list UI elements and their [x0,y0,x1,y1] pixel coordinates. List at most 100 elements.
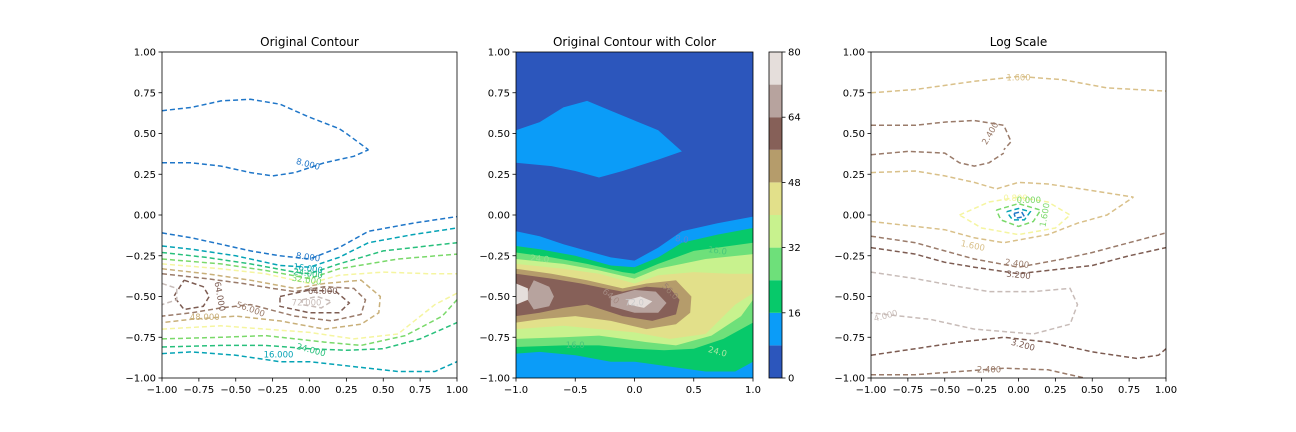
x-tick-label: −0.75 [893,385,924,396]
x-tick-label: 1.00 [446,385,468,396]
contour-line [871,119,1012,151]
colorbar-frame [768,51,783,379]
y-tick-label: −0.25 [834,251,865,262]
x-tick-label: 0.00 [1007,385,1029,396]
contour-line [172,279,211,311]
y-tick-label: 0.50 [843,129,865,140]
contour-line [871,232,1166,268]
contour-label: 2.400 [980,121,1001,147]
y-tick-label: 0.00 [843,211,865,222]
contour-line [162,292,457,340]
x-tick-label: −0.50 [929,385,960,396]
colorbar-tick-label: 32 [788,243,801,254]
x-tick-label: −0.50 [220,385,251,396]
contour-line [871,170,1134,198]
x-tick-label: −0.75 [184,385,215,396]
y-tick-label: −1.00 [834,374,865,385]
panel-title: Log Scale [990,35,1048,49]
x-tick-label: 0.75 [1118,385,1140,396]
x-tick-label: 0.0 [627,385,643,396]
x-tick-label: −1.00 [856,385,887,396]
filled-region [525,280,554,310]
x-tick-label: 0.25 [1044,385,1066,396]
x-tick-label: −0.25 [257,385,288,396]
contour-line [162,98,369,151]
contour-line [871,271,1079,335]
contour-label: 8.000 [295,251,320,264]
contour-label: 1.600 [1006,74,1030,84]
y-tick-label: −0.25 [479,251,510,262]
x-tick-label: −0.25 [966,385,997,396]
plot-frame [161,51,458,379]
contour-line [871,150,1005,167]
contour-label: 72.000 [292,299,322,309]
contour-line [162,299,457,347]
filled-region [516,283,528,305]
contour-panel-original: Original Contour 8.0008.00016.00024.0003… [125,35,468,396]
y-tick-label: 1.00 [488,48,510,59]
colorbar-swatch [769,312,782,346]
contour-label: 24.000 [293,267,324,281]
y-tick-label: 0.75 [843,88,865,99]
contour-label: 4.000 [873,309,899,325]
y-tick-label: 0.50 [488,129,510,140]
contour-line [871,75,1166,94]
contour-label: 1.600 [960,239,986,254]
colorbar-swatch [769,149,782,183]
x-tick-label: 1.00 [1155,385,1177,396]
y-tick-label: 0.00 [134,211,156,222]
y-tick-label: −1.00 [479,374,510,385]
contour-label: 64.000 [308,287,338,297]
y-tick-label: −0.75 [125,333,156,344]
contour-line [162,321,457,352]
contour-line [162,268,382,330]
contour-line [279,289,351,314]
contour-label: 16.000 [293,262,324,276]
contour-line [871,246,1166,275]
colorbar-swatch [769,215,782,248]
contour-line [959,196,1072,236]
contour-line [1006,207,1032,221]
x-tick-label: 1.0 [745,385,761,396]
contour-line [162,149,369,177]
contour-label: 32.000 [291,274,322,288]
contour-label: 1.600 [1039,202,1053,228]
colorbar-tick-label: 48 [788,178,801,189]
colorbar: 0 16 32 48 64 80 [768,48,801,385]
y-tick-label: 0.25 [488,170,510,181]
contour-label: 24.0 [530,254,550,266]
contour-label: 0.800 [1003,194,1027,204]
contour-label: 0.000 [1017,196,1041,206]
y-tick-label: −0.75 [479,333,510,344]
contour-label: 72.0 [625,299,644,309]
y-tick-label: 0.75 [488,88,510,99]
contour-label: 24.0 [707,345,728,360]
colorbar-swatch [769,84,782,118]
y-tick-label: −0.75 [834,333,865,344]
filled-contour-panel: Original Contour with Color 8.0 16.0 24.0 7… [479,35,800,396]
colorbar-swatch [769,117,782,150]
y-tick-label: −0.25 [125,251,156,262]
contour-label: 16.0 [707,245,727,258]
contour-label: 64.000 [212,281,227,312]
x-tick-label: −0.5 [563,385,587,396]
contour-label: 48.000 [190,313,220,323]
colorbar-swatch [769,182,782,215]
contour-line [162,253,457,280]
contour-line [162,282,178,306]
contour-line [871,336,1166,360]
y-tick-label: 0.25 [843,170,865,181]
contour-label: 8.0 [674,234,689,246]
y-tick-label: −0.50 [834,292,865,303]
contour-label: 2.400 [1004,258,1029,271]
y-tick-label: 1.00 [843,48,865,59]
colorbar-swatch [769,52,782,85]
colorbar-tick-label: 80 [788,48,801,59]
contour-label: 3.200 [1006,270,1031,282]
x-tick-label: 0.00 [298,385,320,396]
plot-frame [870,51,1167,379]
contour-line [162,241,457,275]
contour-line [162,351,457,373]
contour-panel-log-scale: Log Scale 1.6002.4000.8000.0001.6001.600… [834,35,1177,396]
filled-region [628,296,653,308]
